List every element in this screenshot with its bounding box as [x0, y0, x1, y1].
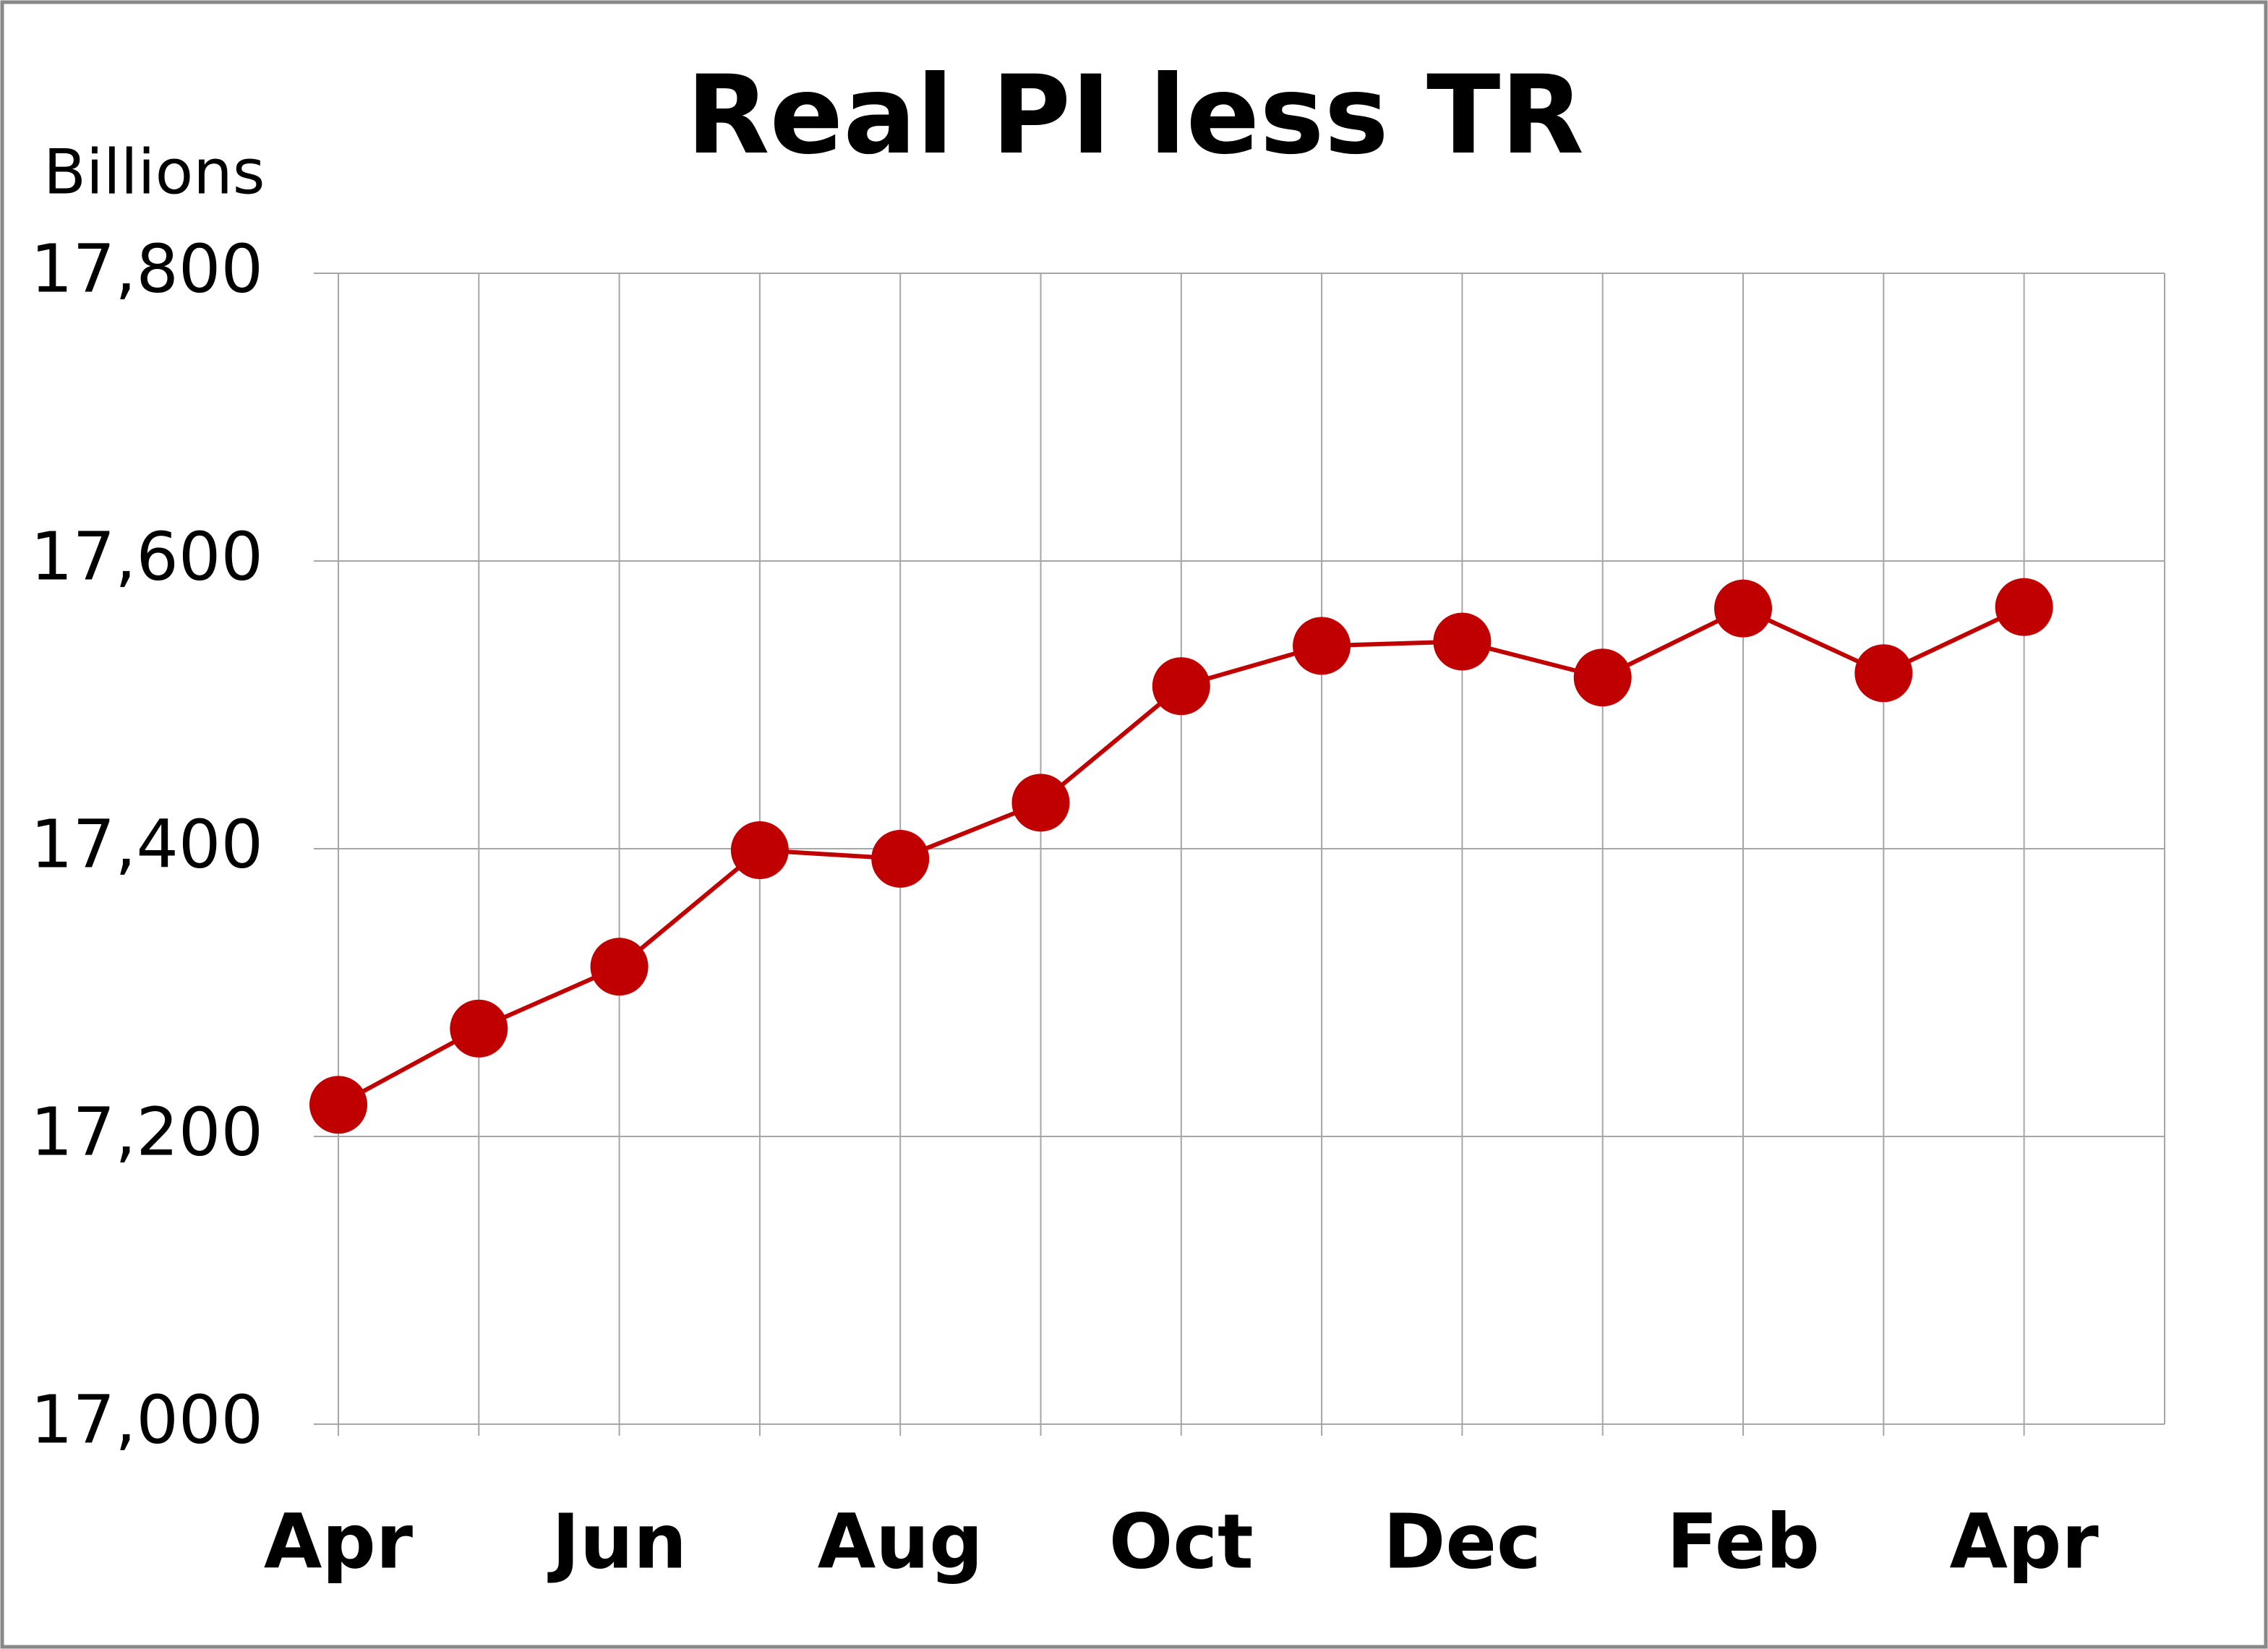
point-marker [730, 821, 789, 879]
x-tick-label: Apr [1949, 1497, 2098, 1585]
x-tick-label: Oct [1109, 1497, 1254, 1585]
y-axis-label: Billions [43, 136, 265, 208]
point-marker [1573, 648, 1632, 707]
x-tick-label: Jun [547, 1497, 687, 1585]
y-tick-label: 17,000 [30, 1381, 263, 1458]
point-marker [309, 1076, 367, 1134]
y-tick-label: 17,600 [30, 518, 263, 595]
point-marker [1011, 774, 1070, 832]
x-tick-label: Aug [818, 1497, 983, 1585]
point-marker [1714, 579, 1772, 638]
point-marker [1854, 644, 1913, 703]
chart-title: Real PI less TR [686, 53, 1584, 179]
y-tick-label: 17,400 [30, 805, 263, 883]
point-marker [871, 829, 930, 888]
point-marker [1433, 612, 1492, 671]
point-marker [1152, 657, 1210, 716]
x-tick-label: Dec [1383, 1497, 1541, 1585]
point-marker [1995, 578, 2053, 636]
point-marker [450, 999, 508, 1058]
y-tick-label: 17,200 [30, 1093, 263, 1170]
point-marker [590, 938, 649, 996]
y-tick-label: 17,800 [30, 230, 263, 307]
point-marker [1293, 617, 1351, 675]
x-tick-label: Apr [264, 1497, 413, 1585]
x-tick-label: Feb [1666, 1497, 1820, 1585]
